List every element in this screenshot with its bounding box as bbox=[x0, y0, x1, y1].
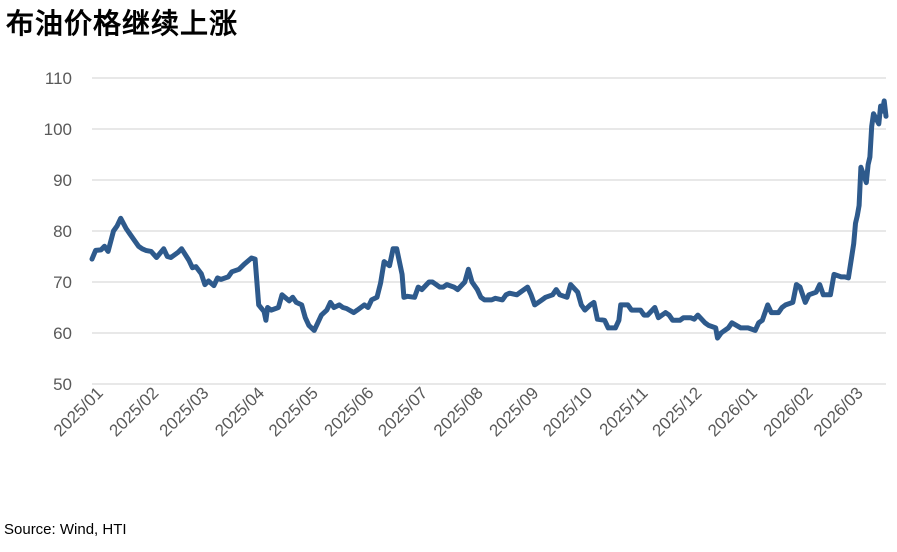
grid-lines bbox=[92, 77, 886, 385]
x-tick-label: 2025/03 bbox=[156, 383, 213, 440]
chart-title: 布油价格继续上涨 bbox=[6, 7, 239, 40]
y-tick-label: 70 bbox=[53, 273, 72, 292]
y-axis-ticks: 50 60 70 80 90 100 110 bbox=[44, 69, 72, 394]
source-note: Source: Wind, HTI bbox=[4, 521, 127, 538]
x-tick-label: 2025/08 bbox=[430, 383, 487, 440]
x-tick-label: 2025/11 bbox=[596, 383, 652, 439]
x-tick-label: 2025/12 bbox=[649, 383, 706, 440]
y-tick-label: 110 bbox=[45, 69, 72, 88]
x-tick-label: 2025/06 bbox=[321, 383, 378, 440]
line-chart: 50 60 70 80 90 100 110 2025/012025/022025/0320… bbox=[44, 69, 889, 440]
x-tick-label: 2025/04 bbox=[211, 383, 268, 440]
series-line-brent bbox=[89, 98, 889, 341]
y-tick-label: 100 bbox=[44, 120, 72, 139]
x-tick-label: 2025/10 bbox=[539, 383, 596, 440]
x-axis-ticks: 2025/012025/022025/032025/042025/052025/… bbox=[50, 383, 867, 440]
y-tick-label: 80 bbox=[53, 222, 72, 241]
x-tick-label: 2025/02 bbox=[106, 383, 163, 440]
x-tick-label: 2025/07 bbox=[374, 383, 431, 440]
x-tick-label: 2026/01 bbox=[704, 383, 761, 440]
y-tick-label: 50 bbox=[53, 375, 72, 394]
y-tick-label: 90 bbox=[53, 171, 72, 190]
x-tick-label: 2026/03 bbox=[810, 383, 867, 440]
y-tick-label: 60 bbox=[53, 324, 72, 343]
x-tick-label: 2025/09 bbox=[485, 383, 542, 440]
x-tick-label: 2026/02 bbox=[760, 383, 817, 440]
x-tick-label: 2025/05 bbox=[265, 383, 322, 440]
